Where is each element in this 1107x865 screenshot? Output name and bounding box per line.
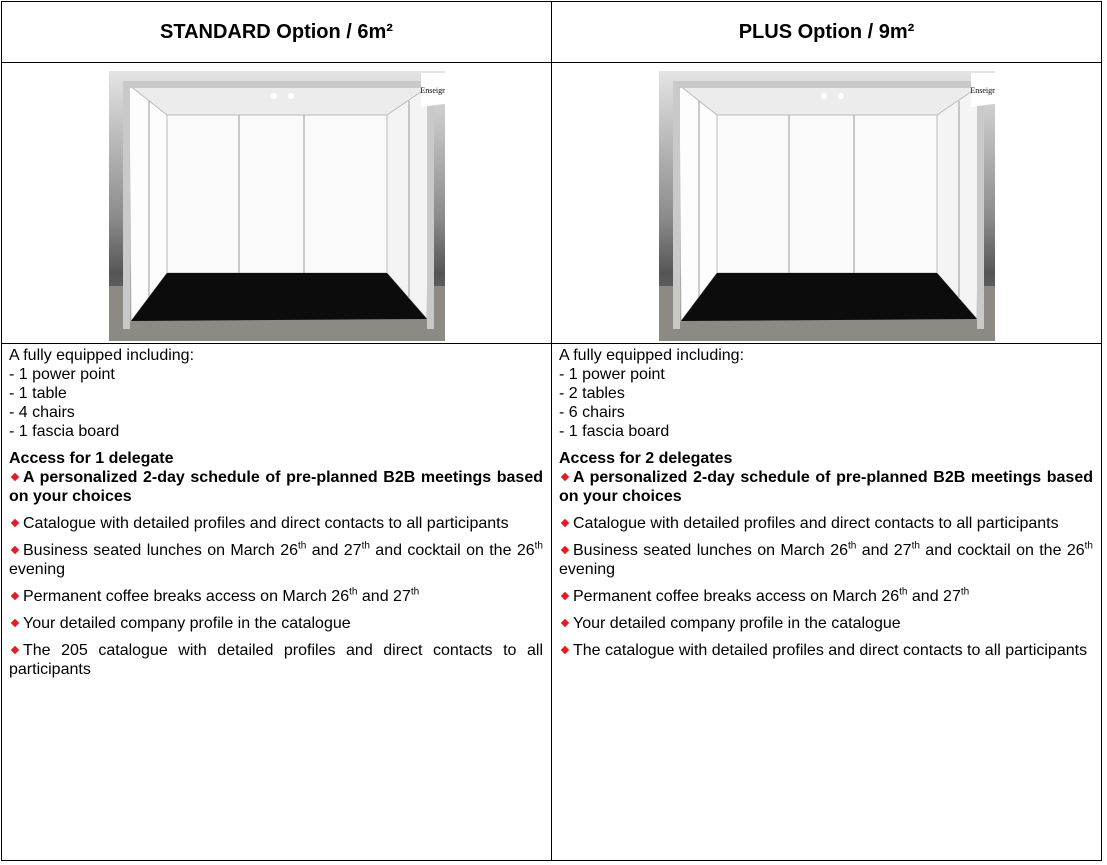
text-row: A fully equipped including: - 1 power poi… [1,343,1102,861]
superscript: th [899,586,908,598]
image-cell: Enseigne [1,62,552,344]
superscript: th [349,586,358,598]
feature-text: and cocktail on the 26 [369,542,535,559]
highlight-text: A personalized 2-day schedule of pre-pla… [9,469,543,505]
equipment-intro: A fully equipped including: [9,347,195,364]
superscript: th [911,540,920,552]
bullet [10,545,20,555]
equipment-item: - 1 fascia board [9,423,120,440]
superscript: th [1084,540,1093,552]
bullet [560,618,570,628]
feature-text: Catalogue with detailed profiles and dir… [23,515,509,532]
feature-text: Permanent coffee breaks access on March … [573,588,900,605]
feature: Catalogue with detailed profiles and dir… [9,514,543,533]
feature-text: The 205 catalogue with detailed profiles… [9,642,543,678]
feature-text: and 27 [357,588,411,605]
sign-text: Enseigne [420,86,445,95]
feature-text: Business seated lunches on March 26 [23,542,298,559]
booth-image: Enseigne [658,71,995,341]
feature-text: and cocktail on the 26 [919,542,1085,559]
feature-text: Business seated lunches on March 26 [573,542,848,559]
bullet [560,545,570,555]
equipment-item: - 2 tables [559,385,625,402]
bullet [10,518,20,528]
feature: Business seated lunches on March 26th an… [559,541,1093,579]
feature-text: The catalogue with detailed profiles and… [573,642,1088,659]
superscript: th [298,540,307,552]
equipment-item: - 1 power point [9,366,115,383]
text-cell: A fully equipped including: - 1 power poi… [551,343,1102,861]
feature: Your detailed company profile in the cat… [9,614,543,633]
superscript: th [361,540,370,552]
bullet [10,618,20,628]
feature-text: and 27 [907,588,961,605]
feature-text: Your detailed company profile in the cat… [23,615,351,632]
bullet [560,645,570,655]
text-cell: A fully equipped including: - 1 power poi… [1,343,552,861]
feature: The catalogue with detailed profiles and… [559,641,1093,660]
image-row: Enseigne Enseigne [1,62,1102,344]
highlight: A personalized 2-day schedule of pre-pla… [559,468,1093,506]
image-cell: Enseigne [551,62,1102,344]
superscript: th [848,540,857,552]
highlight: A personalized 2-day schedule of pre-pla… [9,468,543,506]
superscript: th [960,586,970,598]
feature: Business seated lunches on March 26th an… [9,541,543,579]
feature-text: Your detailed company profile in the cat… [573,615,901,632]
bullet [560,591,570,601]
feature: Permanent coffee breaks access on March … [9,587,543,606]
feature-text: evening [9,561,66,578]
feature: The 205 catalogue with detailed profiles… [9,641,543,679]
equipment-item: - 6 chairs [559,404,625,421]
bullet [10,472,20,482]
sign-text: Enseigne [970,86,995,95]
column-title: PLUS Option / 9m² [551,1,1102,63]
bullet [10,591,20,601]
feature-text: evening [559,561,616,578]
feature: Permanent coffee breaks access on March … [559,587,1093,606]
header-row: STANDARD Option / 6m² PLUS Option / 9m² [1,1,1102,63]
bullet [10,645,20,655]
equipment-item: - 1 power point [559,366,665,383]
bullet [560,472,570,482]
feature-text: and 27 [856,542,912,559]
equipment-item: - 1 table [9,385,67,402]
feature-text: Catalogue with detailed profiles and dir… [573,515,1059,532]
equipment-item: - 4 chairs [9,404,75,421]
superscript: th [410,586,420,598]
feature: Your detailed company profile in the cat… [559,614,1093,633]
superscript: th [534,540,543,552]
feature: Catalogue with detailed profiles and dir… [559,514,1093,533]
booth-image: Enseigne [108,71,445,341]
access: Access for 1 delegate [9,450,174,467]
feature-text: and 27 [306,542,362,559]
equipment-intro: A fully equipped including: [559,347,745,364]
equipment-item: - 1 fascia board [559,423,670,440]
feature-text: Permanent coffee breaks access on March … [23,588,350,605]
access: Access for 2 delegates [559,450,733,467]
highlight-text: A personalized 2-day schedule of pre-pla… [559,469,1093,505]
bullet [560,518,570,528]
column-title: STANDARD Option / 6m² [1,1,552,63]
